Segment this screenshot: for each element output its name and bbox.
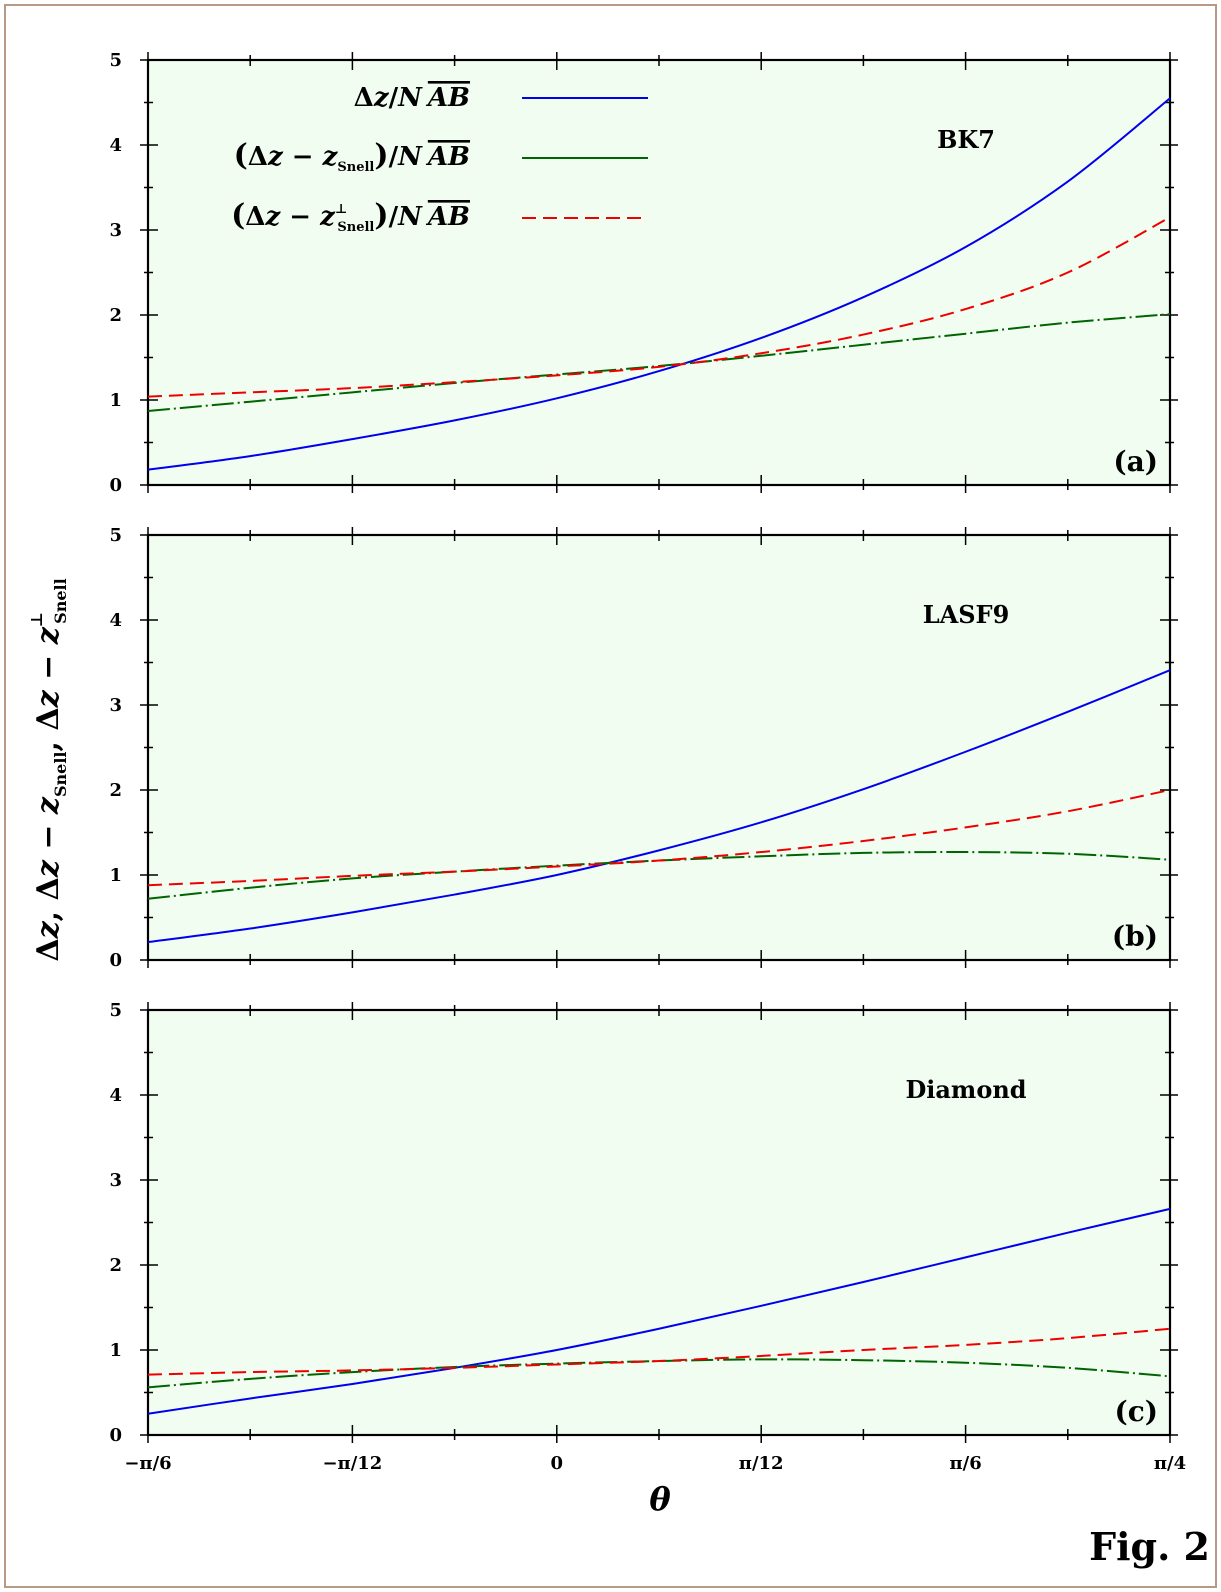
x-tick-label: −π/6 (124, 1453, 171, 1474)
y-tick-label: 1 (109, 1340, 122, 1361)
legend-entry-dzs: (Δz − zSnell)/N AB (234, 138, 648, 175)
legend-label-dzp: (Δz − z⊥ Snell)/N AB (231, 198, 470, 235)
y-axis-label: Δz, Δz − zSnell, Δz − z⊥ Snell (27, 578, 70, 961)
y-tick-label: 0 (109, 1425, 122, 1446)
x-tick-label: π/4 (1154, 1453, 1186, 1474)
panel-label: (a) (1113, 445, 1158, 478)
series-line-dz (147, 669, 1171, 944)
panel-label: (c) (1114, 1395, 1158, 1428)
material-label: BK7 (937, 125, 995, 154)
figure-label: Fig. 2 (1089, 1524, 1210, 1569)
y-tick-label: 1 (109, 865, 122, 886)
y-tick-label: 2 (109, 780, 122, 801)
y-tick-label: 0 (109, 950, 122, 971)
legend-entry-dz: Δz/N AB (354, 83, 648, 113)
series-line-dzp (147, 216, 1171, 398)
y-tick-label: 3 (109, 220, 122, 241)
panel-bk7: 0 1 2 3 4 5 BK7 (a) (109, 50, 1178, 496)
x-tick-label: −π/12 (322, 1453, 382, 1474)
series-line-dzp (147, 789, 1171, 887)
panel-label: (b) (1112, 920, 1158, 953)
material-label: LASF9 (923, 600, 1010, 629)
y-tick-label: 5 (109, 525, 122, 546)
series-line-dzp (147, 1327, 1171, 1376)
y-tick-label: 3 (109, 1170, 122, 1191)
legend: Δz/N AB (Δz − zSnell)/N AB (Δz − z⊥ Snell)/… (231, 83, 648, 235)
x-tick-label: π/12 (739, 1453, 784, 1474)
y-tick-label: 4 (109, 1085, 122, 1106)
legend-entry-dzp: (Δz − z⊥ Snell)/N AB (231, 198, 648, 235)
y-tick-label: 4 (109, 610, 122, 631)
plot-area (146, 533, 1172, 962)
figure-frame (4, 4, 1217, 1588)
x-tick-label: 0 (551, 1453, 564, 1474)
y-tick-label: 4 (109, 135, 122, 156)
y-tick-label: 5 (109, 1000, 122, 1021)
series-line-dzs (147, 1358, 1171, 1389)
y-tick-label: 0 (109, 475, 122, 496)
y-tick-label: 2 (109, 305, 122, 326)
panel-diamond: 0 1 2 3 4 5 −π/6 −π/12 0 π/12 π/6 π/4 Diamond (c) (109, 1000, 1186, 1474)
material-label: Diamond (905, 1075, 1026, 1104)
panel-lasf9: 0 1 2 3 4 5 LASF9 (b) (109, 525, 1178, 971)
series-line-dz (147, 97, 1171, 471)
y-tick-label: 5 (109, 50, 122, 71)
legend-label-dzs: (Δz − zSnell)/N AB (234, 138, 470, 175)
y-tick-label: 2 (109, 1255, 122, 1276)
y-tick-label: 1 (109, 390, 122, 411)
series-line-dz (147, 1207, 1171, 1415)
x-axis-label: θ (649, 1480, 671, 1518)
plot-area (146, 58, 1172, 487)
x-tick-label: π/6 (949, 1453, 981, 1474)
y-tick-label: 3 (109, 695, 122, 716)
legend-label-dz: Δz/N AB (354, 83, 470, 113)
